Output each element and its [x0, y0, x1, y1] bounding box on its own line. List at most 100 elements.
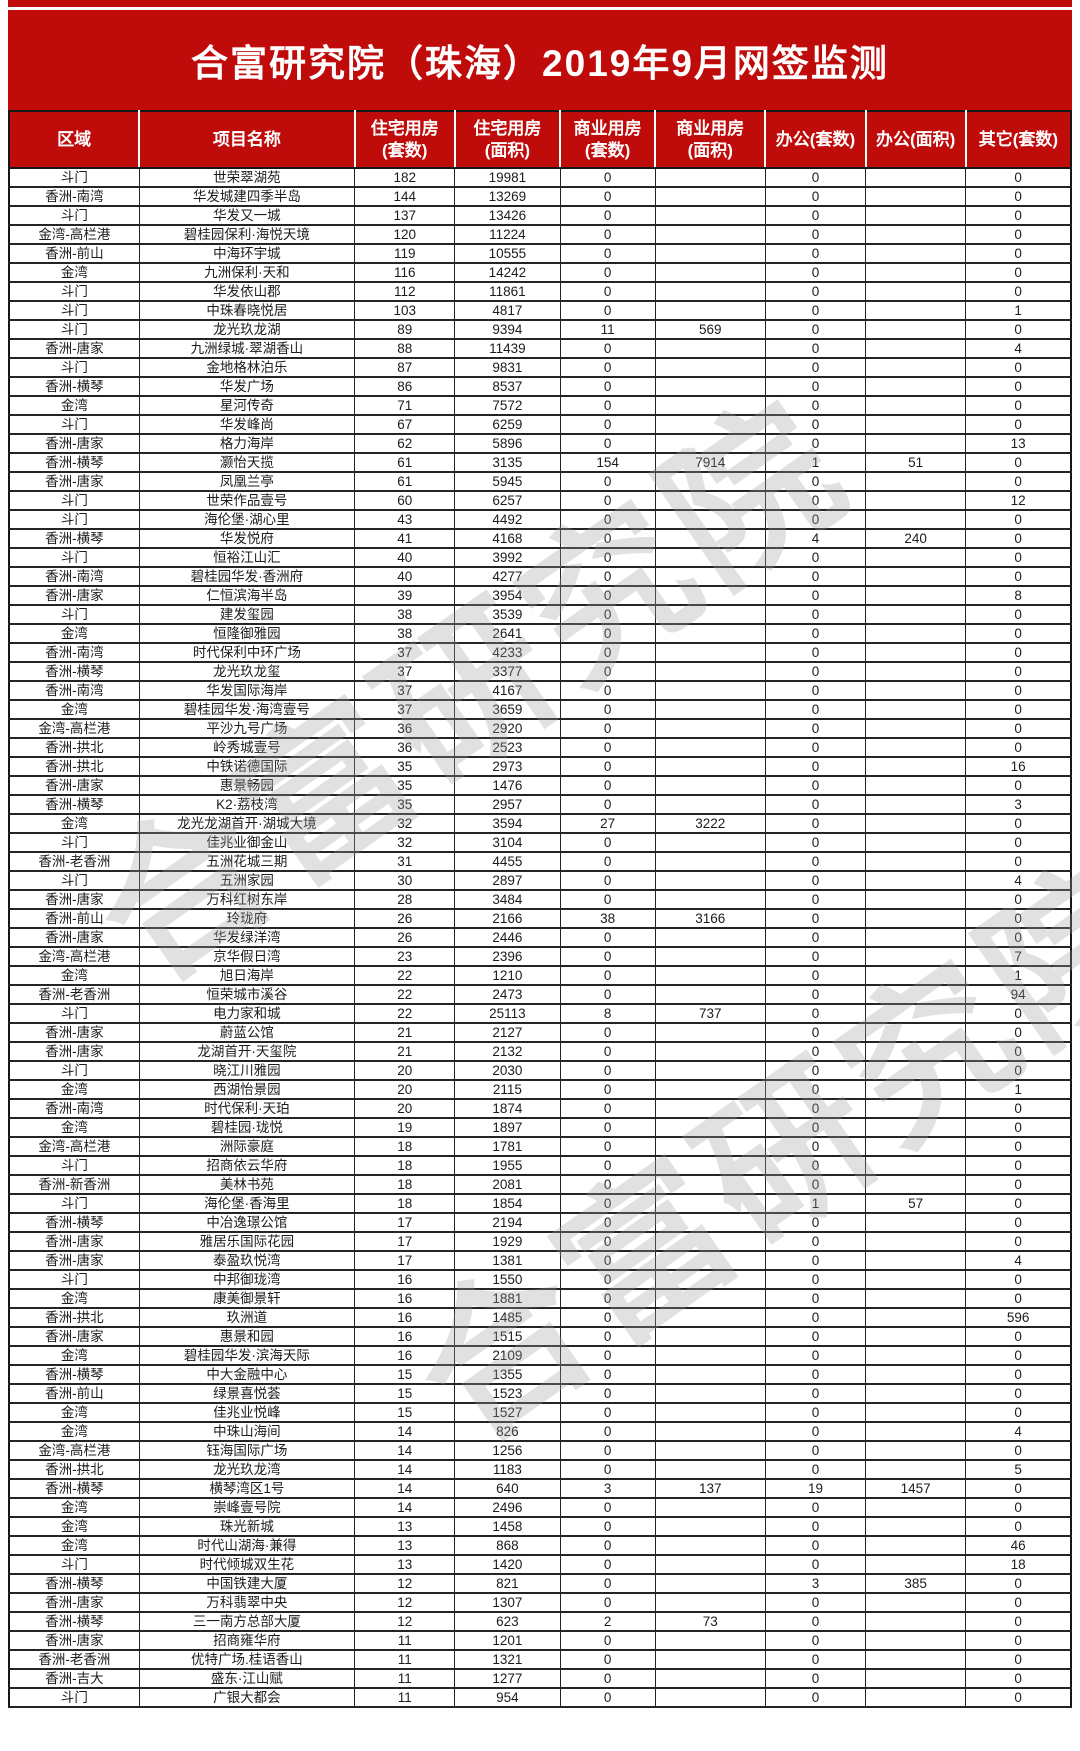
cell-residential-area: 1550	[454, 1269, 561, 1290]
table-row: 香洲-拱北 中铁诺德国际 35 2973 0 0 16	[8, 756, 1072, 777]
col-label: 商业用房	[573, 119, 642, 139]
cell-project-name: 雅居乐国际花园	[138, 1231, 356, 1252]
cell-region: 斗门	[8, 490, 140, 511]
cell-residential-area: 3377	[454, 661, 561, 682]
cell-commercial-area	[654, 433, 766, 454]
cell-residential-area: 11224	[454, 224, 561, 245]
cell-residential-area: 954	[454, 1687, 561, 1708]
col-header-region: 区域	[9, 111, 140, 169]
table-row: 香洲-横琴 中冶逸璟公馆 17 2194 0 0 0	[8, 1212, 1072, 1233]
cell-office-area	[865, 281, 967, 302]
cell-residential-area: 1458	[454, 1516, 561, 1537]
cell-project-name: 晓江川雅园	[138, 1060, 356, 1081]
cell-office-units: 0	[764, 1136, 867, 1157]
table-row: 香洲-唐家 蔚蓝公馆 21 2127 0 0 0	[8, 1022, 1072, 1043]
cell-project-name: 星河传奇	[138, 395, 356, 416]
cell-project-name: 康美御景轩	[138, 1288, 356, 1309]
cell-commercial-area	[654, 1288, 766, 1309]
table-row: 香洲-横琴 灏怡天揽 61 3135 154 7914 1 51 0	[8, 452, 1072, 473]
cell-office-area	[865, 1364, 967, 1385]
cell-region: 金湾-高栏港	[8, 946, 140, 967]
cell-office-units: 0	[764, 281, 867, 302]
cell-residential-area: 2030	[454, 1060, 561, 1081]
cell-office-area	[865, 1022, 967, 1043]
cell-residential-units: 21	[354, 1041, 456, 1062]
cell-other-units: 5	[965, 1459, 1072, 1480]
cell-office-area	[865, 699, 967, 720]
cell-office-units: 0	[764, 737, 867, 758]
cell-commercial-units: 27	[559, 813, 656, 834]
cell-residential-area: 1781	[454, 1136, 561, 1157]
cell-office-area	[865, 243, 967, 264]
cell-other-units: 0	[965, 737, 1072, 758]
cell-project-name: 龙光玖龙玺	[138, 661, 356, 682]
cell-commercial-units: 0	[559, 699, 656, 720]
cell-commercial-units: 2	[559, 1611, 656, 1632]
table-row: 香洲-南湾 华发城建四季半岛 144 13269 0 0 0	[8, 186, 1072, 207]
cell-region: 香洲-唐家	[8, 1630, 140, 1651]
cell-office-area	[865, 1079, 967, 1100]
cell-residential-area: 2496	[454, 1497, 561, 1518]
cell-office-area	[865, 1535, 967, 1556]
cell-project-name: 旭日海岸	[138, 965, 356, 986]
cell-residential-area: 821	[454, 1573, 561, 1594]
cell-residential-area: 11439	[454, 338, 561, 359]
cell-residential-units: 20	[354, 1098, 456, 1119]
cell-other-units: 0	[965, 1687, 1072, 1708]
cell-project-name: 岭秀城壹号	[138, 737, 356, 758]
col-header-commercial-units: 商业用房 (套数)	[558, 111, 656, 169]
cell-other-units: 0	[965, 1326, 1072, 1347]
cell-other-units: 0	[965, 1117, 1072, 1138]
cell-office-area	[865, 1592, 967, 1613]
cell-commercial-units: 0	[559, 832, 656, 853]
cell-residential-area: 2897	[454, 870, 561, 891]
cell-office-units: 0	[764, 661, 867, 682]
title-banner: 合富研究院（珠海）2019年9月网签监测	[8, 10, 1072, 110]
cell-commercial-units: 0	[559, 167, 656, 188]
cell-region: 香洲-唐家	[8, 471, 140, 492]
cell-commercial-area	[654, 1364, 766, 1385]
cell-office-area	[865, 1402, 967, 1423]
cell-commercial-units: 0	[559, 1668, 656, 1689]
cell-office-area	[865, 1345, 967, 1366]
cell-project-name: 洲际豪庭	[138, 1136, 356, 1157]
table-row: 斗门 建发玺园 38 3539 0 0 0	[8, 604, 1072, 625]
table-row: 香洲-横琴 龙光玖龙玺 37 3377 0 0 0	[8, 661, 1072, 682]
cell-residential-units: 14	[354, 1459, 456, 1480]
cell-residential-units: 38	[354, 604, 456, 625]
cell-residential-units: 11	[354, 1687, 456, 1708]
cell-residential-units: 22	[354, 1003, 456, 1024]
cell-other-units: 7	[965, 946, 1072, 967]
cell-residential-units: 28	[354, 889, 456, 910]
table-row: 香洲-南湾 时代保利·天珀 20 1874 0 0 0	[8, 1098, 1072, 1119]
cell-office-units: 0	[764, 680, 867, 701]
cell-residential-area: 3594	[454, 813, 561, 834]
cell-commercial-units: 0	[559, 1554, 656, 1575]
cell-region: 香洲-横琴	[8, 661, 140, 682]
cell-residential-units: 40	[354, 566, 456, 587]
cell-other-units: 0	[965, 623, 1072, 644]
table-row: 香洲-唐家 九洲绿城·翠湖香山 88 11439 0 0 4	[8, 338, 1072, 359]
cell-commercial-area	[654, 889, 766, 910]
cell-commercial-units: 0	[559, 224, 656, 245]
cell-office-area	[865, 889, 967, 910]
cell-other-units: 596	[965, 1307, 1072, 1328]
cell-project-name: K2·荔枝湾	[138, 794, 356, 815]
cell-residential-units: 67	[354, 414, 456, 435]
cell-commercial-units: 0	[559, 243, 656, 264]
cell-office-area	[865, 1383, 967, 1404]
cell-residential-area: 1183	[454, 1459, 561, 1480]
cell-region: 金湾	[8, 965, 140, 986]
cell-commercial-units: 0	[559, 1060, 656, 1081]
cell-office-area	[865, 376, 967, 397]
top-red-strip	[8, 0, 1072, 7]
cell-other-units: 0	[965, 1174, 1072, 1195]
cell-residential-units: 26	[354, 908, 456, 929]
cell-office-area	[865, 471, 967, 492]
cell-office-units: 0	[764, 262, 867, 283]
cell-office-area	[865, 1117, 967, 1138]
table-row: 金湾 星河传奇 71 7572 0 0 0	[8, 395, 1072, 416]
cell-region: 香洲-前山	[8, 1383, 140, 1404]
cell-project-name: 龙光玖龙湾	[138, 1459, 356, 1480]
cell-residential-area: 11861	[454, 281, 561, 302]
